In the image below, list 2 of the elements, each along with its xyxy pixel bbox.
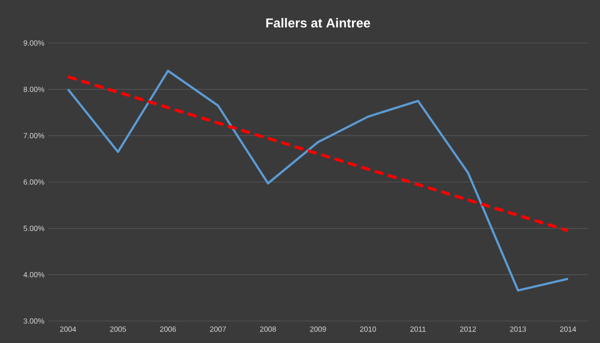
line-series (66, 70, 570, 292)
chart-title: Fallers at Aintree (266, 18, 370, 28)
